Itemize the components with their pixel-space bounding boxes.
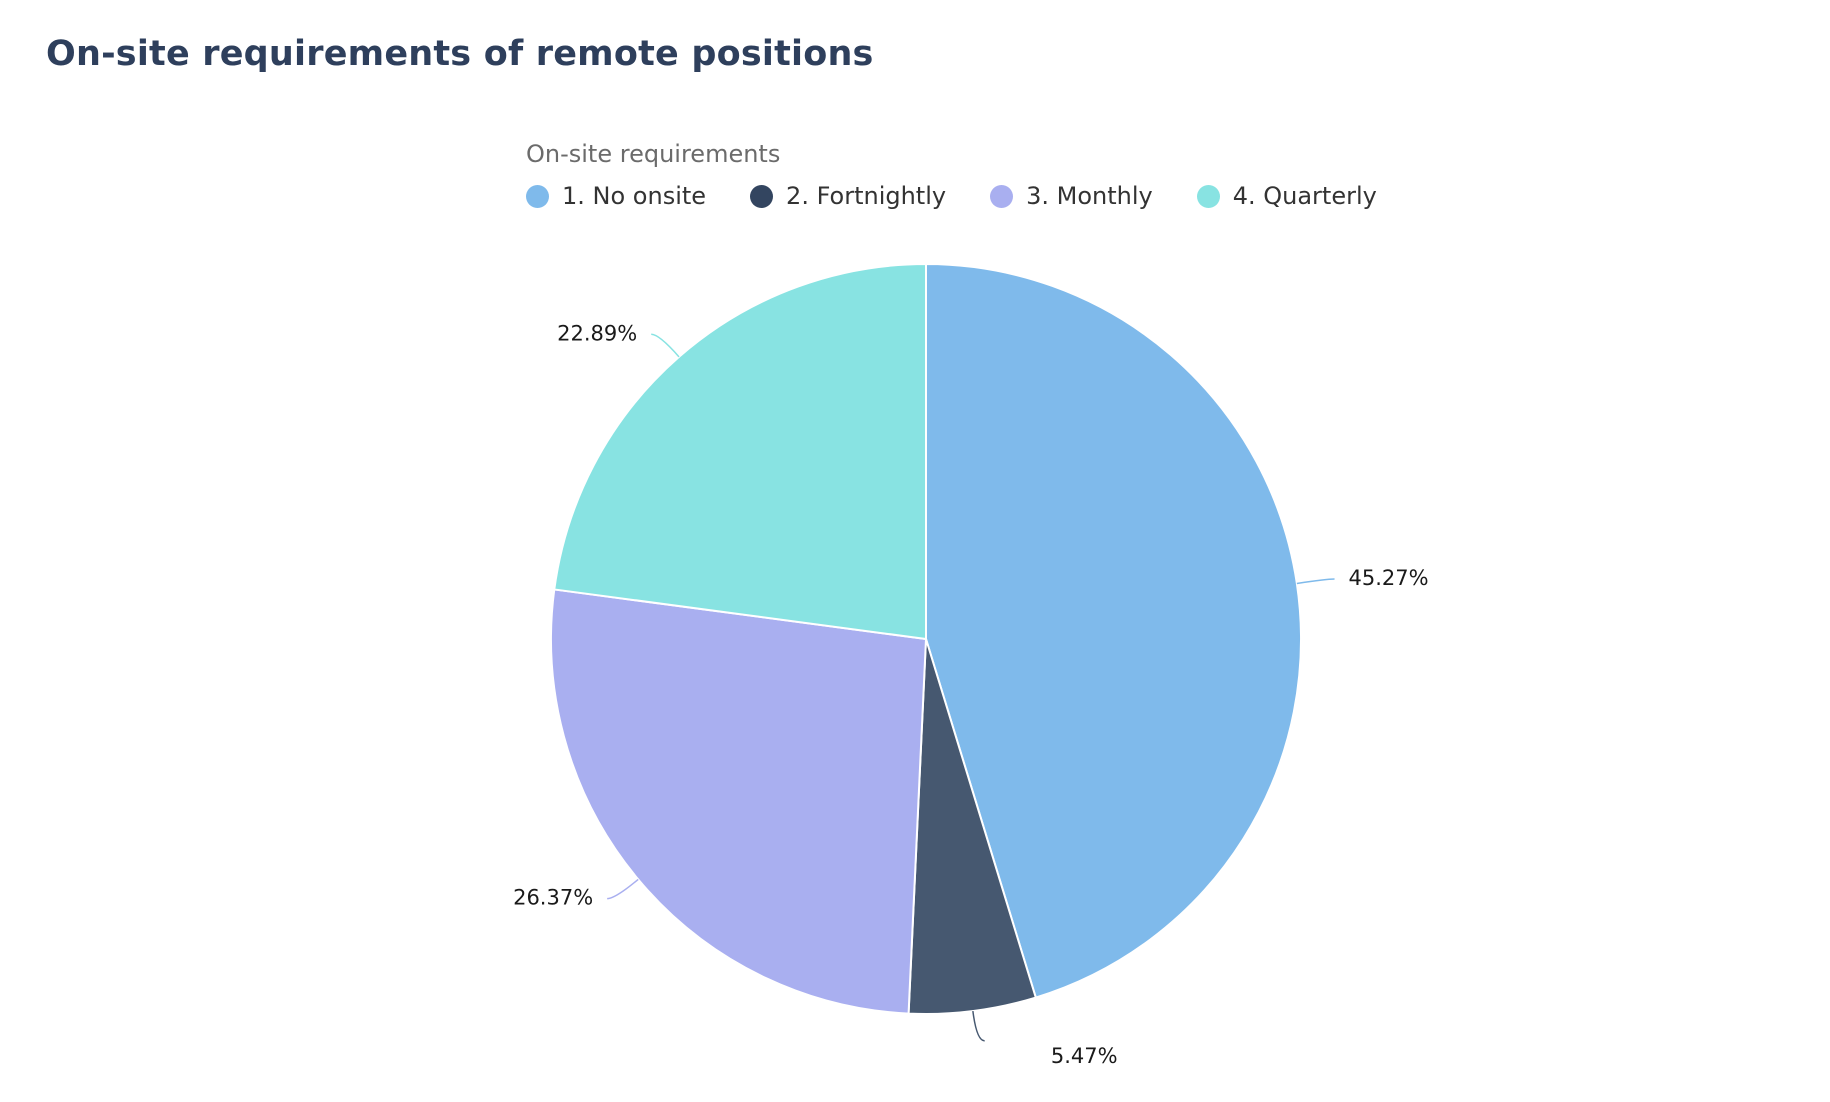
leader-line-no-onsite bbox=[1296, 578, 1335, 585]
legend-label-monthly: 3. Monthly bbox=[1026, 182, 1153, 210]
legend-label-fortnightly: 2. Fortnightly bbox=[786, 182, 947, 210]
legend-swatch-no-onsite bbox=[526, 184, 549, 208]
pie-slice-no-onsite[interactable] bbox=[925, 262, 1302, 999]
legend-swatch-quarterly bbox=[1196, 184, 1220, 208]
legend-item-no-onsite[interactable]: 1. No onsite bbox=[526, 182, 706, 210]
pie-slice-monthly[interactable] bbox=[550, 588, 928, 1015]
legend: On-site requirements 1. No onsite 2. For… bbox=[526, 140, 1421, 210]
legend-item-fortnightly[interactable]: 2. Fortnightly bbox=[750, 182, 946, 210]
data-label-fortnightly: 5.47% bbox=[1051, 1044, 1118, 1068]
legend-swatch-monthly bbox=[990, 184, 1014, 208]
chart-title: On-site requirements of remote positions bbox=[46, 34, 874, 74]
legend-items: 1. No onsite 2. Fortnightly 3. Monthly 4… bbox=[526, 182, 1421, 210]
legend-swatch-fortnightly bbox=[750, 184, 774, 208]
data-label-monthly: 26.37% bbox=[513, 886, 593, 910]
leader-line-monthly bbox=[607, 878, 639, 900]
data-label-no-onsite: 45.27% bbox=[1349, 566, 1429, 590]
leader-line-fortnightly bbox=[972, 1010, 985, 1042]
legend-title: On-site requirements bbox=[526, 140, 781, 168]
data-label-quarterly: 22.89% bbox=[557, 321, 637, 345]
legend-label-no-onsite: 1. No onsite bbox=[562, 182, 707, 210]
leader-line-quarterly bbox=[651, 333, 680, 358]
pie-slice-quarterly[interactable] bbox=[553, 262, 927, 641]
legend-item-quarterly[interactable]: 4. Quarterly bbox=[1196, 182, 1377, 210]
legend-label-quarterly: 4. Quarterly bbox=[1232, 182, 1377, 210]
legend-item-monthly[interactable]: 3. Monthly bbox=[990, 182, 1153, 210]
